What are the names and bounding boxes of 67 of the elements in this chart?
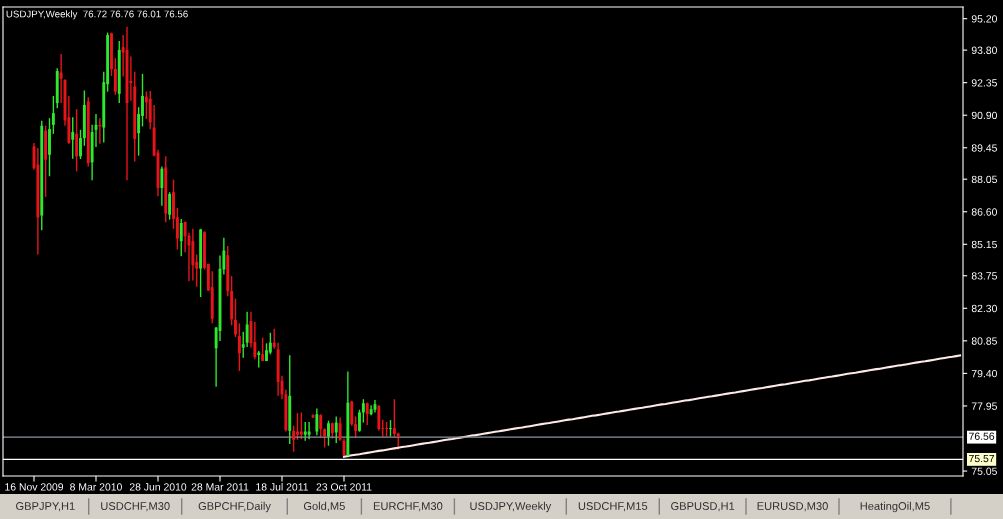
y-tick-label: 80.85 xyxy=(971,337,997,345)
chart-title: USDJPY,Weekly 76.72 76.76 76.01 76.56 xyxy=(6,10,188,20)
text: GBPUSD,H1 xyxy=(671,502,735,512)
y-tick-label: 75.05 xyxy=(971,467,997,475)
x-tick-label: 28 Mar 2011 xyxy=(191,483,249,491)
candlestick xyxy=(389,419,392,438)
candlestick xyxy=(168,191,172,221)
y-tick-label: 77.95 xyxy=(971,402,997,410)
text: USDJPY,Weekly xyxy=(470,501,552,513)
y-tick-label: 82.30 xyxy=(971,304,997,313)
ref-line-label: 75.57 xyxy=(969,454,995,463)
y-tick-label: 92.35 xyxy=(971,79,997,87)
candlestick xyxy=(292,425,296,453)
candlestick xyxy=(59,53,63,104)
text: HeatingOil,M5 xyxy=(860,501,930,513)
text: GBPCHF,Daily xyxy=(198,501,271,513)
candlestick xyxy=(323,427,327,449)
y-tick-label: 88.05 xyxy=(971,175,997,184)
candlestick xyxy=(75,108,79,173)
candlestick xyxy=(303,421,307,442)
x-tick-label: 18 Jul 2011 xyxy=(256,482,309,491)
text: Gold,M5 xyxy=(303,501,345,512)
text: USDCHF,M15 xyxy=(578,502,648,512)
candlestick xyxy=(265,342,268,362)
candlestick xyxy=(179,218,183,257)
x-tick-label: 8 Mar 2010 xyxy=(70,483,122,491)
candlestick xyxy=(327,420,330,447)
text: EURCHF,M30 xyxy=(373,502,443,512)
y-tick-label: 86.60 xyxy=(971,208,997,216)
y-tick-label: 93.80 xyxy=(971,46,997,54)
candlestick xyxy=(358,409,361,433)
candlestick xyxy=(392,398,396,438)
y-tick-label: 85.15 xyxy=(971,240,997,249)
candlestick xyxy=(377,404,381,432)
candlestick xyxy=(71,116,75,160)
text: EURUSD,M30 xyxy=(757,502,828,512)
candlestick xyxy=(361,398,365,424)
candlestick xyxy=(237,322,241,372)
y-tick-label: 89.45 xyxy=(971,144,997,152)
candlestick xyxy=(51,95,55,135)
x-tick-label: 16 Nov 2009 xyxy=(5,483,64,491)
candlestick xyxy=(350,400,354,427)
y-tick-label: 90.90 xyxy=(971,111,997,120)
text: USDCHF,M30 xyxy=(101,502,170,512)
candlestick xyxy=(299,411,303,440)
candlestick xyxy=(354,415,358,439)
candlestick xyxy=(245,310,249,348)
y-tick-label: 95.20 xyxy=(971,15,997,23)
candlestick xyxy=(319,413,323,439)
candlestick xyxy=(234,297,237,338)
y-tick-label: 83.75 xyxy=(971,272,997,280)
candlestick xyxy=(110,31,113,77)
candlestick xyxy=(48,117,51,177)
ref-line-label: 76.56 xyxy=(969,432,995,440)
candlestick xyxy=(79,129,82,160)
x-tick-label: 28 Jun 2010 xyxy=(129,483,187,491)
candlestick xyxy=(160,165,164,207)
candlestick xyxy=(334,415,338,444)
y-tick-label: 79.40 xyxy=(971,369,997,378)
text: GBPJPY,H1 xyxy=(16,502,75,512)
candlestick xyxy=(113,57,117,96)
line-series xyxy=(342,354,962,458)
candlestick xyxy=(296,412,299,441)
candlestick xyxy=(307,421,311,440)
candlestick xyxy=(148,90,152,130)
candlestick xyxy=(315,407,319,436)
x-tick-label: 23 Oct 2011 xyxy=(316,483,372,491)
